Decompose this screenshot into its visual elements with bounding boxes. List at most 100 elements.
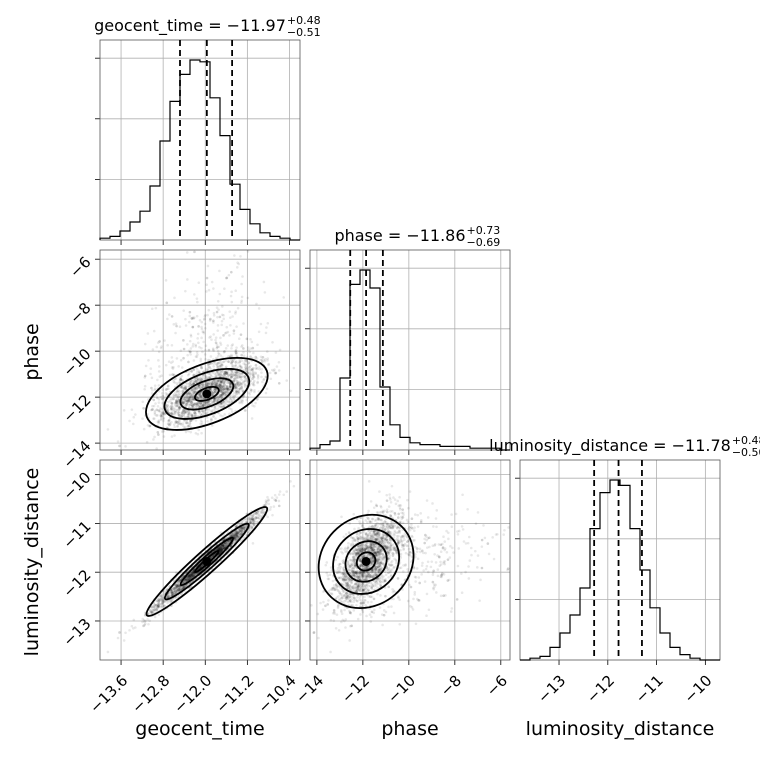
sample-point <box>200 346 203 350</box>
sample-point <box>215 343 219 346</box>
sample-point <box>195 351 199 354</box>
sample-point <box>186 409 189 413</box>
sample-point <box>235 382 239 385</box>
sample-point <box>191 404 194 408</box>
sample-point <box>197 410 201 413</box>
sample-point <box>182 356 185 360</box>
sample-point <box>231 370 234 373</box>
sample-point <box>172 373 176 377</box>
sample-point <box>191 395 195 399</box>
sample-point <box>174 409 178 412</box>
sample-point <box>181 378 184 382</box>
sample-point <box>206 382 210 386</box>
sample-point <box>212 319 215 323</box>
sample-point <box>166 406 170 410</box>
sample-point <box>223 373 227 376</box>
sample-point <box>213 389 216 392</box>
sample-point <box>159 395 163 399</box>
sample-point <box>239 382 242 385</box>
sample-point <box>165 392 169 396</box>
sample-point <box>235 386 238 389</box>
sample-point <box>193 386 196 390</box>
sample-point <box>237 383 240 387</box>
sample-point <box>216 315 219 319</box>
sample-point <box>225 387 229 391</box>
sample-point <box>216 299 220 303</box>
sample-point <box>200 320 204 324</box>
sample-point <box>213 391 217 394</box>
sample-point <box>255 357 259 360</box>
sample-point <box>223 390 227 394</box>
sample-point <box>212 391 216 395</box>
sample-point <box>240 401 244 405</box>
sample-point <box>228 385 232 389</box>
title-upper-error: +0.48 <box>287 14 321 27</box>
sample-point <box>195 404 199 407</box>
sample-point <box>157 419 161 422</box>
sample-point <box>185 415 189 419</box>
sample-point <box>246 346 250 349</box>
sample-point <box>208 399 212 403</box>
sample-point <box>224 375 228 379</box>
sample-point <box>196 403 199 407</box>
sample-point <box>187 399 191 402</box>
sample-point <box>222 385 226 389</box>
sample-point <box>188 381 191 385</box>
sample-point <box>205 376 209 380</box>
sample-point <box>219 384 223 387</box>
sample-point <box>159 407 162 410</box>
sample-point <box>233 254 236 257</box>
sample-point <box>212 381 215 385</box>
sample-point <box>230 362 233 365</box>
sample-point <box>221 392 225 396</box>
sample-point <box>227 400 231 404</box>
sample-point <box>182 426 186 430</box>
sample-point <box>241 344 244 347</box>
sample-point <box>187 360 190 364</box>
sample-point <box>180 415 184 418</box>
sample-point <box>184 317 187 321</box>
sample-point <box>163 396 166 400</box>
sample-point <box>251 368 254 372</box>
sample-point <box>184 404 188 408</box>
sample-point <box>180 366 184 369</box>
sample-point <box>277 504 281 508</box>
sample-point <box>214 388 218 391</box>
sample-point <box>199 401 203 405</box>
y-tick-label: −14 <box>59 437 94 472</box>
sample-point <box>205 367 208 371</box>
sample-point <box>187 429 190 433</box>
sample-point <box>221 379 225 383</box>
sample-point <box>176 390 179 394</box>
sample-point <box>229 382 232 386</box>
sample-point <box>221 393 224 396</box>
sample-point <box>155 393 158 396</box>
sample-point <box>164 391 168 395</box>
sample-point <box>225 371 228 375</box>
sample-point <box>236 381 239 385</box>
sample-point <box>220 313 224 317</box>
sample-point <box>187 399 191 402</box>
sample-point <box>230 300 234 304</box>
sample-point <box>173 381 176 384</box>
sample-point <box>220 319 224 323</box>
sample-point <box>228 316 232 319</box>
sample-point <box>210 393 214 397</box>
sample-point <box>200 366 204 370</box>
y-tick-label: −11 <box>59 517 94 552</box>
sample-point <box>277 360 281 364</box>
sample-point <box>277 381 281 385</box>
sample-point <box>179 377 183 381</box>
sample-point <box>196 397 200 401</box>
sample-point <box>242 354 246 357</box>
sample-point <box>238 375 242 379</box>
sample-point <box>240 365 243 369</box>
sample-point <box>194 390 197 394</box>
sample-point <box>207 348 211 352</box>
sample-point <box>219 394 222 398</box>
sample-point <box>191 403 195 407</box>
sample-point <box>238 387 242 391</box>
sample-point <box>187 424 190 428</box>
sample-point <box>216 399 219 402</box>
sample-point <box>219 380 222 383</box>
